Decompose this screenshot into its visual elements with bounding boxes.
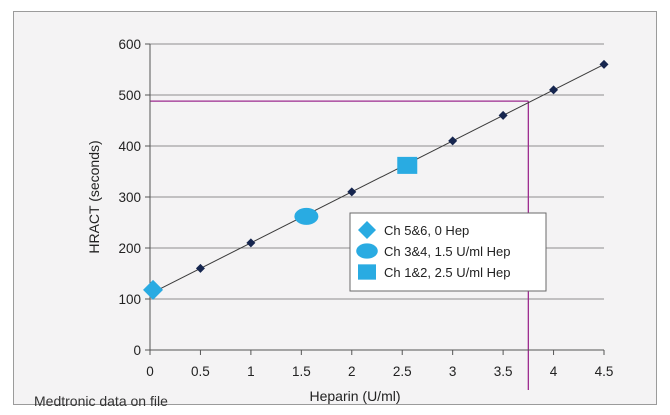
ytick-label-400: 400 — [118, 139, 141, 154]
calibration-point-6 — [599, 59, 609, 69]
regression-line — [149, 63, 605, 295]
legend-marker-0 — [358, 221, 376, 239]
calibration-point-0 — [195, 263, 205, 273]
calibration-point-5 — [549, 85, 559, 95]
series-point-0 — [143, 279, 164, 300]
series-point-1 — [294, 207, 319, 225]
xtick-label-0: 0 — [146, 364, 154, 379]
footnote: Medtronic data on file — [34, 393, 168, 409]
xtick-label-3: 3 — [449, 364, 457, 379]
ytick-label-500: 500 — [118, 88, 141, 103]
legend-box — [349, 212, 547, 292]
legend-label-1: Ch 3&4, 1.5 U/ml Hep — [384, 244, 510, 259]
calibration-point-4 — [498, 110, 508, 120]
data-points — [143, 59, 609, 300]
xtick-label-1: 1 — [247, 364, 255, 379]
legend-label-0: Ch 5&6, 0 Hep — [384, 223, 469, 238]
chart-frame — [13, 11, 657, 405]
axis-titles: Heparin (U/ml) HRACT (seconds) — [86, 140, 401, 404]
ytick-label-0: 0 — [133, 343, 141, 358]
tick-labels: 0 100 200 300 400 500 600 0 0.5 1 1.5 2 2.5 3 3.5 4 4.5 — [118, 37, 613, 379]
xtick-label-3.5: 3.5 — [494, 364, 513, 379]
calibration-point-2 — [347, 187, 357, 197]
calibration-point-3 — [448, 136, 458, 146]
series-point-2 — [397, 156, 418, 174]
xtick-label-2: 2 — [348, 364, 356, 379]
y-axis-title: HRACT (seconds) — [86, 140, 102, 253]
xtick-label-4: 4 — [550, 364, 558, 379]
ytick-label-100: 100 — [118, 292, 141, 307]
legend: Ch 5&6, 0 Hep Ch 3&4, 1.5 U/ml Hep Ch 1&2,… — [349, 212, 547, 292]
x-axis-title: Heparin (U/ml) — [309, 388, 400, 404]
legend-label-2: Ch 1&2, 2.5 U/ml Hep — [384, 265, 510, 280]
regression-line-path — [149, 63, 605, 295]
ytick-label-600: 600 — [118, 37, 141, 52]
axes — [145, 43, 605, 355]
xtick-label-1.5: 1.5 — [292, 364, 311, 379]
xtick-label-0.5: 0.5 — [191, 364, 210, 379]
ytick-label-200: 200 — [118, 241, 141, 256]
calibration-point-1 — [246, 238, 256, 248]
legend-marker-1 — [356, 243, 378, 259]
xtick-label-4.5: 4.5 — [595, 364, 614, 379]
xtick-label-2.5: 2.5 — [393, 364, 412, 379]
ytick-label-300: 300 — [118, 190, 141, 205]
legend-marker-2 — [358, 264, 376, 280]
